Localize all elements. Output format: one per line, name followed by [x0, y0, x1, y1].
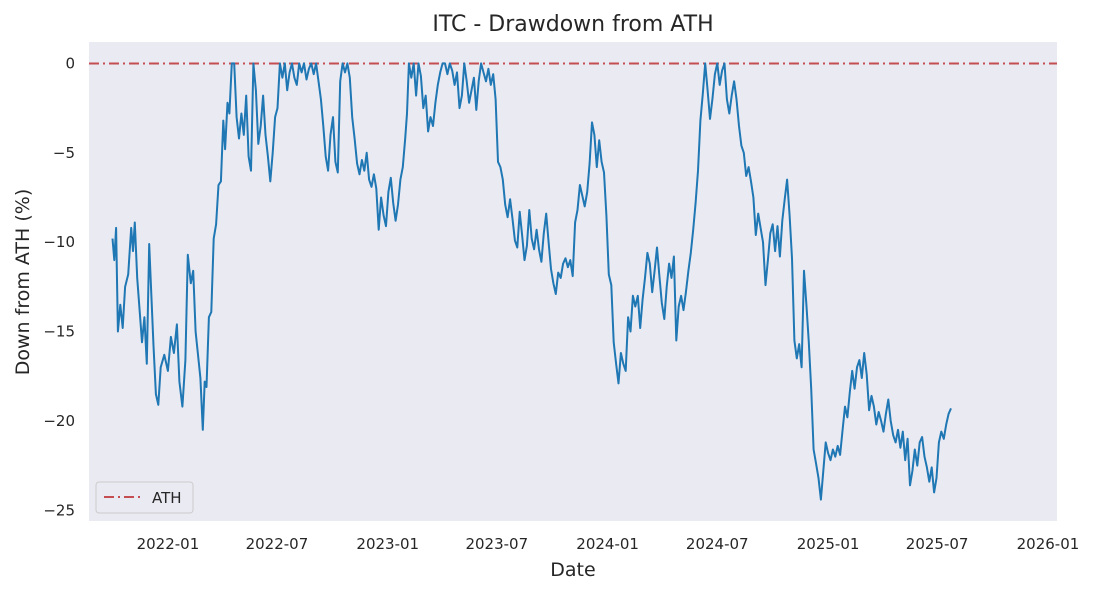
x-axis-label: Date: [550, 559, 595, 581]
x-tick-label: 2024-07: [686, 535, 749, 553]
y-tick-label: 0: [65, 54, 75, 72]
x-tick-label: 2025-01: [797, 535, 860, 553]
drawdown-series-line: [111, 62, 952, 501]
y-tick-label: −15: [43, 323, 75, 341]
legend-ath-label: ATH: [152, 489, 182, 507]
y-tick-label: −5: [53, 144, 75, 162]
x-tick-labels: 2022-01 2022-07 2023-01 2023-07 2024-01 2024-…: [137, 535, 1080, 553]
y-tick-label: −10: [43, 233, 75, 251]
x-tick-label: 2022-07: [246, 535, 309, 553]
chart-title: ITC - Drawdown from ATH: [432, 12, 713, 37]
plot-area: [89, 42, 1057, 521]
y-axis-label: Down from ATH (%): [12, 189, 34, 375]
x-tick-label: 2024-01: [576, 535, 639, 553]
y-tick-labels: 0 −5 −10 −15 −20 −25: [43, 54, 75, 519]
x-tick-label: 2023-01: [356, 535, 419, 553]
y-tick-label: −25: [43, 501, 75, 519]
x-tick-label: 2026-01: [1017, 535, 1080, 553]
legend-box: [95, 481, 194, 514]
x-tick-label: 2025-07: [906, 535, 969, 553]
x-tick-label: 2022-01: [137, 535, 200, 553]
legend: ATH: [95, 481, 194, 514]
x-tick-label: 2023-07: [465, 535, 528, 553]
y-tick-label: −20: [43, 412, 75, 430]
